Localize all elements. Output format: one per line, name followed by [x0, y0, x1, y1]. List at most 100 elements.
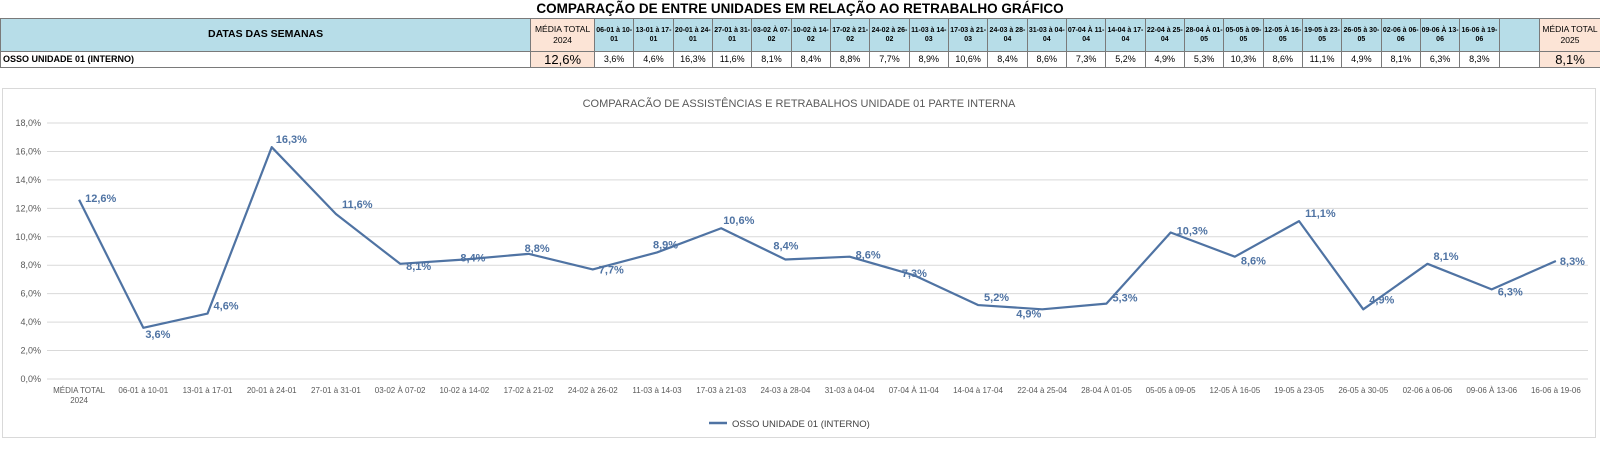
- week-value-21: 8,1%: [1380, 50, 1421, 69]
- x-tick-label-1: 06-01 à 10-01: [118, 386, 168, 395]
- week-value-16: 5,3%: [1183, 50, 1225, 69]
- x-tick-label-13: 07-04 À 11-04: [889, 386, 940, 395]
- series-line: [78, 146, 1557, 329]
- blank-header: [1498, 18, 1541, 52]
- data-label-15: 4,9%: [1016, 308, 1041, 320]
- week-header-17: 05-05 à 09-05: [1223, 18, 1264, 52]
- data-label-19: 11,1%: [1305, 208, 1336, 220]
- media-2025-value: 8,1%: [1539, 50, 1600, 69]
- table-row: OSSO UNIDADE 01 (INTERNO) 12,6% 3,6% 4,6%…: [0, 50, 1600, 69]
- media-2024-header: MÉDIA TOTAL 2024: [530, 18, 596, 52]
- week-value-6: 8,4%: [790, 50, 831, 69]
- y-tick-label-4: 8,0%: [20, 260, 41, 270]
- weekly-data-table: DATAS DAS SEMANAS MÉDIA TOTAL 2024 06-01…: [0, 18, 1600, 69]
- x-tick-label-15: 22-04 à 25-04: [1017, 386, 1067, 395]
- week-value-11: 8,4%: [987, 50, 1028, 69]
- row-label: OSSO UNIDADE 01 (INTERNO): [0, 50, 532, 69]
- data-label-4: 11,6%: [342, 199, 373, 211]
- chart-area: COMPARACÃO DE ASSISTÊNCIAS E RETRABALHOS…: [2, 88, 1596, 438]
- week-value-9: 8,9%: [908, 50, 949, 69]
- x-tick-label-21: 02-06 à 06-06: [1403, 386, 1453, 395]
- data-label-3: 16,3%: [276, 134, 307, 146]
- x-tick-label-5: 03-02 À 07-02: [375, 386, 426, 395]
- week-header-21: 02-06 à 06-06: [1380, 18, 1421, 52]
- week-header-23: 16-06 à 19-06: [1459, 18, 1500, 52]
- data-label-16: 5,3%: [1112, 293, 1137, 305]
- data-label-20: 4,9%: [1369, 294, 1394, 306]
- y-tick-label-3: 6,0%: [20, 289, 41, 299]
- data-label-6: 8,4%: [460, 253, 485, 265]
- week-value-5: 8,1%: [751, 50, 792, 69]
- media-2025-header: MÉDIA TOTAL 2025: [1539, 18, 1600, 52]
- report-title: COMPARAÇÃO DE ENTRE UNIDADES EM RELAÇÃO …: [536, 1, 1064, 16]
- week-value-20: 4,9%: [1341, 50, 1382, 69]
- week-value-7: 8,8%: [829, 50, 871, 69]
- y-tick-label-6: 12,0%: [15, 203, 41, 213]
- week-value-23: 8,3%: [1459, 50, 1500, 69]
- data-label-18: 8,6%: [1241, 256, 1266, 268]
- blank-value: [1498, 50, 1541, 69]
- media-2024-value: 12,6%: [530, 50, 596, 69]
- week-value-10: 10,6%: [947, 50, 989, 69]
- week-header-20: 26-05 à 30-05: [1341, 18, 1382, 52]
- week-value-14: 5,2%: [1105, 50, 1146, 69]
- x-tick-label-23: 16-06 à 19-06: [1531, 386, 1581, 395]
- week-header-16: 28-04 À 01-05: [1183, 18, 1225, 52]
- x-tick-label-12: 31-03 à 04-04: [825, 386, 875, 395]
- week-header-22: 09-06 À 13-06: [1419, 18, 1461, 52]
- week-header-8: 24-02 à 26-02: [869, 18, 910, 52]
- data-label-13: 7,3%: [902, 268, 927, 280]
- week-value-17: 10,3%: [1223, 50, 1264, 69]
- x-tick-label-9: 11-03 à 14-03: [632, 386, 682, 395]
- week-value-12: 8,6%: [1026, 50, 1067, 69]
- week-value-4: 11,6%: [711, 50, 753, 69]
- data-label-2: 4,6%: [214, 301, 239, 313]
- data-label-10: 10,6%: [723, 215, 754, 227]
- x-tick-label-19: 19-05 à 23-05: [1274, 386, 1324, 395]
- x-tick-label-11: 24-03 à 28-04: [760, 386, 810, 395]
- x-tick-label-18: 12-05 À 16-05: [1210, 386, 1261, 395]
- week-header-13: 07-04 À 11-04: [1065, 18, 1107, 52]
- week-header-15: 22-04 à 25-04: [1144, 18, 1185, 52]
- week-header-18: 12-05 À 16-05: [1262, 18, 1303, 52]
- week-header-2: 13-01 à 17-01: [633, 18, 674, 52]
- week-header-14: 14-04 à 17-04: [1105, 18, 1146, 52]
- week-header-1: 06-01 à 10-01: [594, 18, 635, 52]
- y-tick-label-5: 10,0%: [15, 232, 41, 242]
- week-value-13: 7,3%: [1065, 50, 1107, 69]
- data-label-12: 8,6%: [856, 250, 881, 262]
- table-header-row: DATAS DAS SEMANAS MÉDIA TOTAL 2024 06-01…: [0, 18, 1600, 52]
- chart-title: COMPARACÃO DE ASSISTÊNCIAS E RETRABALHOS…: [583, 97, 1016, 110]
- data-label-9: 8,9%: [653, 239, 678, 251]
- data-label-1: 3,6%: [145, 329, 170, 341]
- x-tick-label-16: 28-04 À 01-05: [1081, 386, 1132, 395]
- week-value-18: 8,6%: [1262, 50, 1303, 69]
- x-tick-label-2: 13-01 à 17-01: [183, 386, 233, 395]
- x-tick-label-4: 27-01 à 31-01: [311, 386, 361, 395]
- data-label-23: 8,3%: [1560, 256, 1585, 268]
- x-tick-label-20: 26-05 à 30-05: [1338, 386, 1388, 395]
- week-value-8: 7,7%: [869, 50, 910, 69]
- x-tick-label-22: 09-06 À 13-06: [1466, 386, 1517, 395]
- week-value-3: 16,3%: [672, 50, 714, 69]
- y-tick-label-9: 18,0%: [15, 118, 41, 128]
- week-header-7: 17-02 à 21-02: [829, 18, 871, 52]
- data-label-21: 8,1%: [1433, 251, 1458, 263]
- week-header-9: 11-03 à 14-03: [908, 18, 949, 52]
- week-value-15: 4,9%: [1144, 50, 1185, 69]
- data-label-0: 12,6%: [85, 193, 116, 205]
- line-chart: COMPARACÃO DE ASSISTÊNCIAS E RETRABALHOS…: [15, 97, 1588, 430]
- x-tick-label-6: 10-02 à 14-02: [439, 386, 489, 395]
- x-tick-label-8: 24-02 à 26-02: [568, 386, 618, 395]
- week-header-4: 27-01 à 31-01: [711, 18, 753, 52]
- x-tick-label-17: 05-05 à 09-05: [1146, 386, 1196, 395]
- y-tick-label-7: 14,0%: [15, 175, 41, 185]
- x-tick-label-3: 20-01 à 24-01: [247, 386, 297, 395]
- week-header-11: 24-03 à 28-04: [987, 18, 1028, 52]
- data-label-14: 5,2%: [984, 292, 1009, 304]
- week-header-19: 19-05 à 23-05: [1301, 18, 1343, 52]
- data-label-22: 6,3%: [1498, 286, 1523, 298]
- data-label-8: 7,7%: [599, 264, 624, 276]
- data-label-11: 8,4%: [773, 241, 798, 253]
- week-header-3: 20-01 à 24-01: [672, 18, 714, 52]
